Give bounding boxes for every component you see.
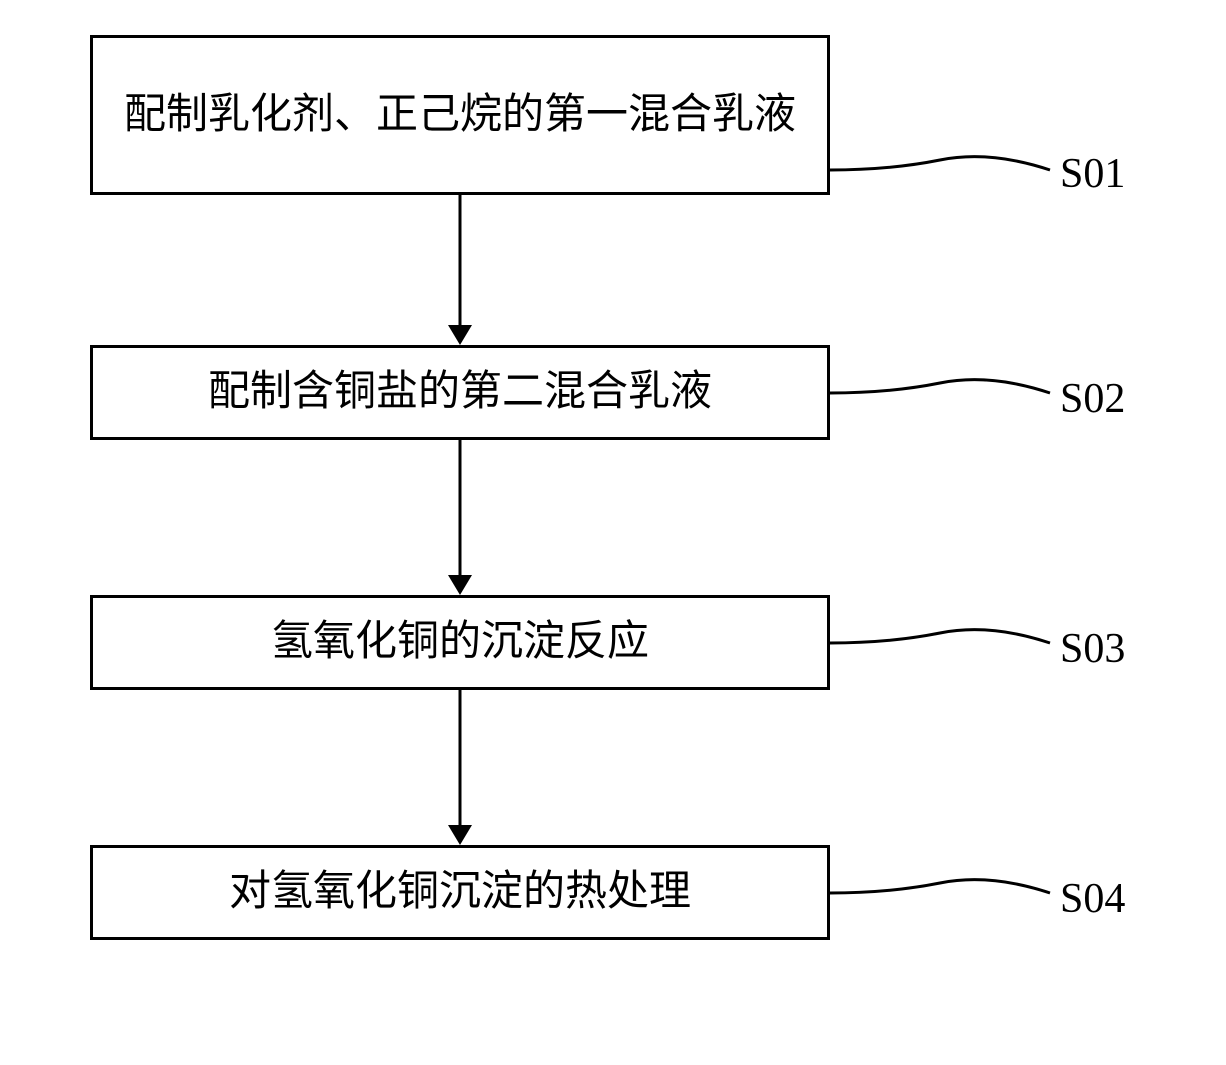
label-connector-s04 <box>830 868 1060 913</box>
step-label-s01: S01 <box>1060 150 1125 198</box>
arrow-line-3 <box>459 690 462 825</box>
arrow-head-1 <box>448 325 472 345</box>
box-text-s03: 氢氧化铜的沉淀反应 <box>251 603 669 682</box>
flowchart-box-s03: 氢氧化铜的沉淀反应 <box>90 595 830 690</box>
flowchart-box-s02: 配制含铜盐的第二混合乳液 <box>90 345 830 440</box>
box-text-s04: 对氢氧化铜沉淀的热处理 <box>209 853 711 932</box>
arrow-head-3 <box>448 825 472 845</box>
box-text-s01: 配制乳化剂、正己烷的第一混合乳液 <box>104 76 816 155</box>
flowchart-box-s01: 配制乳化剂、正己烷的第一混合乳液 <box>90 35 830 195</box>
step-label-s02: S02 <box>1060 375 1125 423</box>
arrow-head-2 <box>448 575 472 595</box>
arrow-line-1 <box>459 195 462 325</box>
flowchart-box-s04: 对氢氧化铜沉淀的热处理 <box>90 845 830 940</box>
label-connector-s03 <box>830 618 1060 663</box>
box-text-s02: 配制含铜盐的第二混合乳液 <box>188 353 732 432</box>
step-label-s03: S03 <box>1060 625 1125 673</box>
label-connector-s01 <box>830 145 1060 190</box>
step-label-s04: S04 <box>1060 875 1125 923</box>
label-connector-s02 <box>830 368 1060 413</box>
arrow-line-2 <box>459 440 462 575</box>
